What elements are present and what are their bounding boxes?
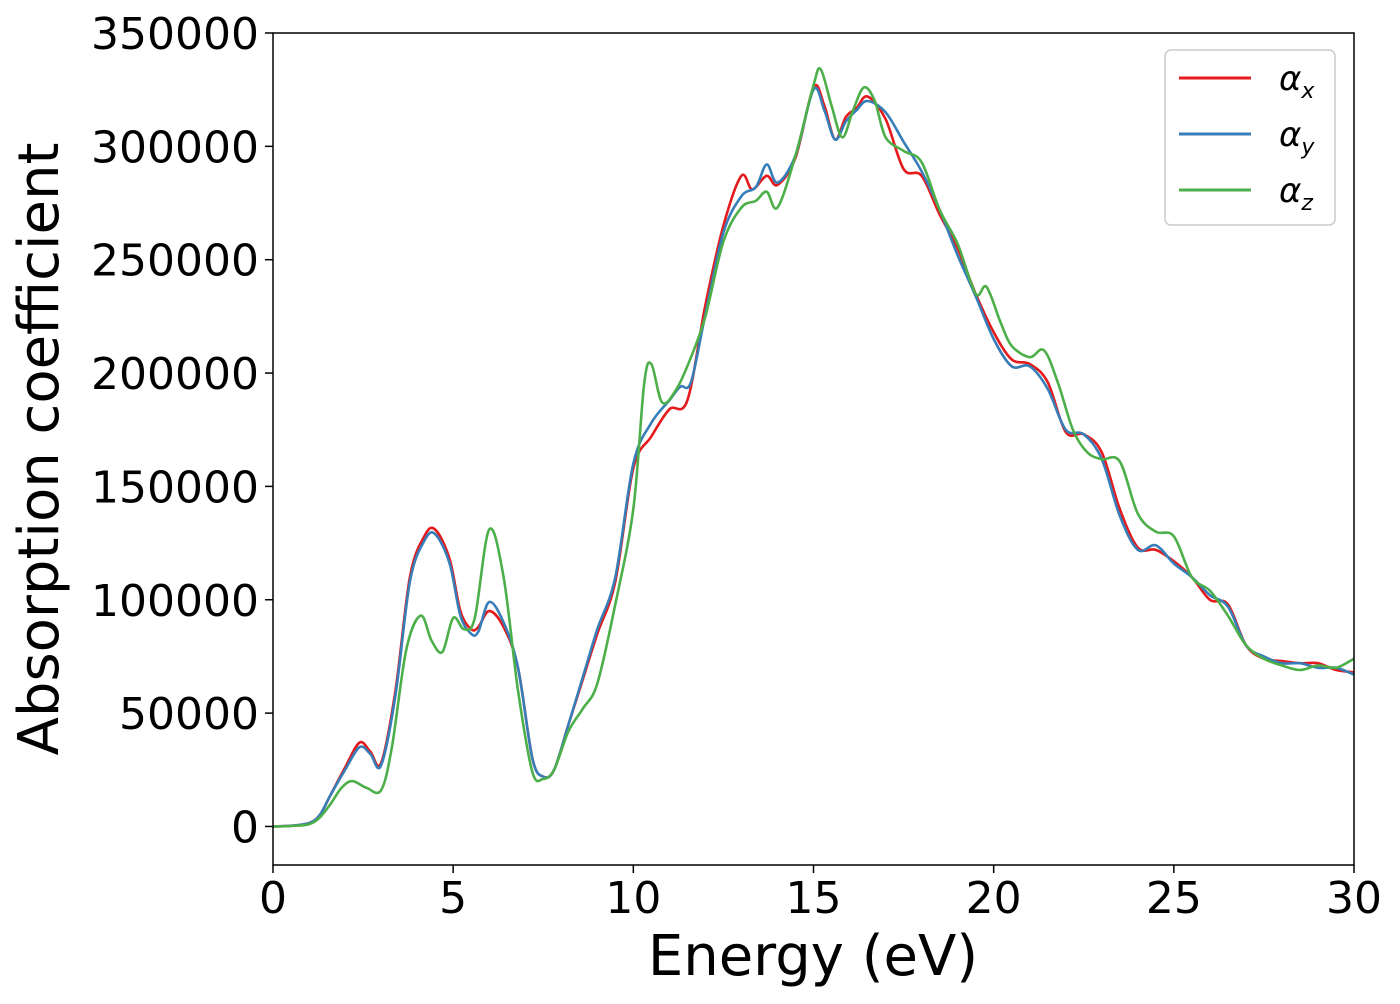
x-tick-label: 10 bbox=[605, 873, 661, 924]
legend-item-x: αx bbox=[1179, 59, 1315, 104]
y-tick-label: 250000 bbox=[91, 236, 259, 287]
x-axis-title: Energy (eV) bbox=[648, 924, 978, 989]
y-tick-label: 200000 bbox=[91, 349, 259, 400]
y-axis-title: Absorption coefficient bbox=[7, 143, 72, 756]
x-tick-label: 25 bbox=[1146, 873, 1202, 924]
legend-label: αz bbox=[1279, 171, 1313, 216]
legend-item-y: αy bbox=[1179, 115, 1315, 160]
x-axis: 0 5 10 15 20 25 30 bbox=[259, 865, 1382, 924]
y-tick-label: 0 bbox=[231, 802, 259, 853]
x-tick-label: 20 bbox=[966, 873, 1022, 924]
legend-item-z: αz bbox=[1179, 171, 1313, 216]
x-tick-label: 5 bbox=[439, 873, 467, 924]
y-tick-label: 100000 bbox=[91, 576, 259, 627]
x-tick-label: 30 bbox=[1326, 873, 1382, 924]
y-tick-label: 350000 bbox=[91, 9, 259, 60]
legend-label: αx bbox=[1279, 59, 1315, 104]
y-tick-label: 300000 bbox=[91, 122, 259, 173]
legend-label: αy bbox=[1279, 115, 1315, 160]
series-layer bbox=[273, 67, 1354, 828]
legend-box bbox=[1164, 49, 1336, 226]
y-tick-label: 50000 bbox=[119, 689, 259, 740]
x-tick-label: 15 bbox=[786, 873, 842, 924]
legend: αx αy αz bbox=[1164, 49, 1336, 226]
series-line-z bbox=[273, 67, 1354, 828]
y-axis: 0 50000 100000 150000 200000 250000 300000 3500… bbox=[91, 9, 273, 853]
x-tick-label: 0 bbox=[259, 873, 287, 924]
series-line-y bbox=[273, 86, 1354, 828]
y-tick-label: 150000 bbox=[91, 462, 259, 513]
